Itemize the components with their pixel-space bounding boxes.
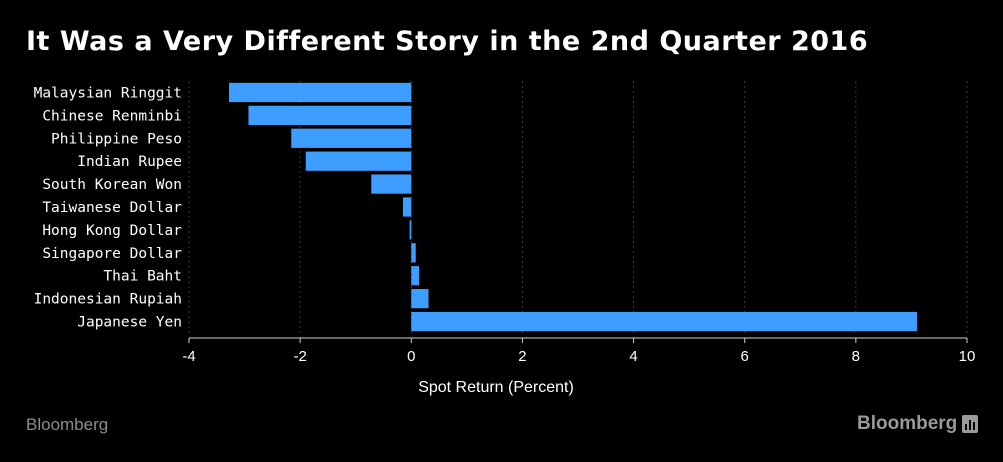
category-label-chinese-renminbi: Chinese Renminbi bbox=[42, 108, 182, 124]
category-label-japanese-yen: Japanese Yen bbox=[77, 315, 182, 331]
bar-singapore-dollar bbox=[411, 243, 416, 263]
category-label-indian-rupee: Indian Rupee bbox=[77, 154, 182, 170]
category-label-south-korean-won: South Korean Won bbox=[42, 177, 182, 193]
bar-chart: Malaysian Ringgit Chinese Renminbi Philipp… bbox=[34, 81, 976, 396]
category-label-thai-baht: Thai Baht bbox=[103, 269, 182, 285]
bar-malaysian-ringgit bbox=[229, 82, 412, 103]
bar-indonesian-rupiah bbox=[411, 289, 429, 309]
source-note: Bloomberg bbox=[26, 415, 109, 434]
x-tick-label: 4 bbox=[629, 348, 637, 365]
category-label-taiwanese-dollar: Taiwanese Dollar bbox=[42, 200, 182, 216]
logo-text: Bloomberg bbox=[857, 413, 958, 434]
chart-title: It Was a Very Different Story in the 2nd… bbox=[26, 26, 869, 57]
bar-south-korean-won bbox=[371, 174, 412, 194]
bloomberg-terminal-icon bbox=[962, 415, 979, 433]
bar-indian-rupee bbox=[305, 151, 412, 171]
x-axis: -4 -2 0 2 4 6 8 10 bbox=[182, 337, 976, 365]
x-tick-label: 2 bbox=[518, 348, 526, 365]
bar-chinese-renminbi bbox=[248, 105, 412, 125]
bar-thai-baht bbox=[411, 266, 420, 286]
category-label-philippine-peso: Philippine Peso bbox=[51, 131, 182, 147]
bar-taiwanese-dollar bbox=[402, 197, 412, 217]
bars bbox=[229, 82, 917, 332]
bar-philippine-peso bbox=[291, 128, 412, 148]
category-label-hong-kong-dollar: Hong Kong Dollar bbox=[42, 223, 182, 239]
bar-hong-kong-dollar bbox=[409, 220, 412, 240]
x-tick-label: 8 bbox=[852, 348, 860, 365]
category-label-singapore-dollar: Singapore Dollar bbox=[42, 246, 182, 262]
bar-japanese-yen bbox=[411, 311, 917, 332]
x-tick-label: -4 bbox=[182, 348, 195, 365]
x-tick-label: -2 bbox=[293, 348, 306, 365]
x-tick-label: 6 bbox=[741, 348, 749, 365]
x-axis-label: Spot Return (Percent) bbox=[418, 379, 574, 396]
category-label-indonesian-rupiah: Indonesian Rupiah bbox=[34, 292, 182, 308]
category-labels: Malaysian Ringgit Chinese Renminbi Philipp… bbox=[34, 85, 183, 330]
category-label-malaysian-ringgit: Malaysian Ringgit bbox=[34, 85, 182, 101]
x-tick-label: 0 bbox=[407, 348, 415, 365]
bloomberg-logo: Bloomberg bbox=[857, 413, 979, 435]
x-tick-label: 10 bbox=[959, 348, 976, 365]
